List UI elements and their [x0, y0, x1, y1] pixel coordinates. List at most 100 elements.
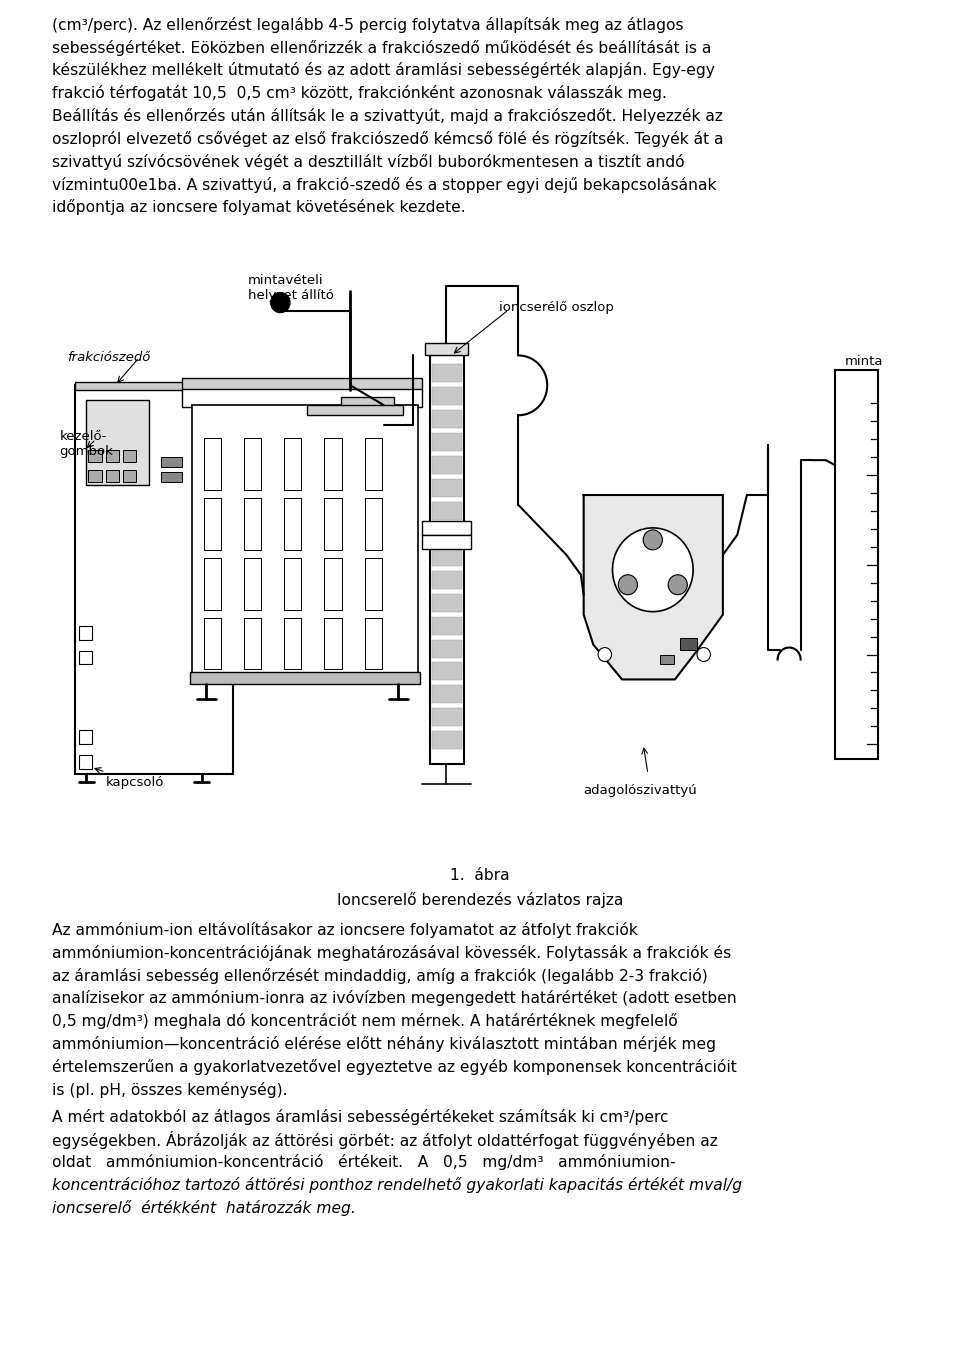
Bar [192, 405, 418, 680]
Bar [106, 470, 119, 482]
Text: Az ammónium-ion eltávolításakor az ioncsere folyamatot az átfolyt frakciók: Az ammónium-ion eltávolításakor az ioncs… [52, 922, 637, 938]
Text: koncentrációhoz tartozó áttörési ponthoz rendelhető gyakorlati kapacitás értékét: koncentrációhoz tartozó áttörési ponthoz… [52, 1176, 742, 1193]
Bar [182, 378, 422, 390]
Bar [106, 450, 119, 462]
Bar [244, 439, 261, 490]
Bar [284, 618, 301, 669]
Bar [123, 450, 136, 462]
Bar [79, 755, 92, 769]
Text: az áramlási sebesség ellenőrzését mindaddig, amíg a frakciók (legalább 2-3 frakc: az áramlási sebesség ellenőrzését mindad… [52, 968, 708, 984]
Circle shape [618, 575, 637, 595]
Text: 1.  ábra: 1. ábra [450, 868, 510, 883]
Text: Ioncserelő berendezés vázlatos rajza: Ioncserelő berendezés vázlatos rajza [337, 892, 623, 909]
Text: értelemszerűen a gyakorlatvezetővel egyeztetve az egyéb komponensek koncentráció: értelemszerűen a gyakorlatvezetővel egye… [52, 1059, 736, 1075]
Text: oszlopról elvezető csővéget az első frakciószedő kémcső fölé és rögzítsék. Tegyé: oszlopról elvezető csővéget az első frak… [52, 131, 723, 147]
Text: analízisekor az ammónium-ionra az ivóvízben megengedett határértéket (adott eset: analízisekor az ammónium-ionra az ivóvíz… [52, 991, 736, 1007]
Text: egységekben. Ábrázolják az áttörési görbét: az átfolyt oldattérfogat függvényébe: egységekben. Ábrázolják az áttörési görb… [52, 1132, 717, 1149]
Text: 0,5 mg/dm³) meghala dó koncentrációt nem mérnek. A határértéknek megfelelő: 0,5 mg/dm³) meghala dó koncentrációt nem… [52, 1014, 678, 1030]
Bar [432, 616, 462, 634]
Bar [425, 343, 468, 355]
Text: Beállítás és ellenőrzés után állítsák le a szivattyút, majd a frakciószedőt. He: Beállítás és ellenőrzés után állítsák le… [52, 108, 723, 124]
Text: vízmintu00e1ba. A szivattyú, a frakció-szedő és a stopper egyi dejű bekapcsolás: vízmintu00e1ba. A szivattyú, a frakció-… [52, 176, 716, 192]
Bar [161, 472, 182, 482]
Circle shape [271, 292, 290, 312]
Text: ioncserélő oszlop: ioncserélő oszlop [499, 300, 614, 314]
Circle shape [668, 575, 687, 595]
Bar [204, 557, 221, 610]
Bar [161, 458, 182, 467]
Bar [835, 370, 878, 759]
Bar [432, 594, 462, 611]
Bar [432, 411, 462, 428]
Bar [432, 639, 462, 657]
Bar [244, 618, 261, 669]
Bar [324, 498, 342, 551]
Bar [432, 502, 462, 520]
Bar [284, 498, 301, 551]
Bar [432, 731, 462, 750]
Circle shape [612, 528, 693, 611]
Text: helyzet állító: helyzet állító [248, 288, 333, 302]
Text: gombok: gombok [60, 446, 113, 458]
Text: adagolószivattyú: adagolószivattyú [584, 785, 697, 797]
Bar [365, 439, 382, 490]
Bar [284, 557, 301, 610]
Bar [79, 731, 92, 744]
Circle shape [697, 647, 710, 661]
Bar [244, 557, 261, 610]
Bar [75, 382, 233, 390]
Text: A mért adatokból az átlagos áramlási sebességértékeket számítsák ki cm³/perc: A mért adatokból az átlagos áramlási seb… [52, 1109, 668, 1124]
Bar [182, 389, 422, 408]
Bar [123, 470, 136, 482]
Bar [75, 385, 233, 774]
Text: minta: minta [845, 355, 883, 369]
Bar [432, 708, 462, 727]
Bar [204, 618, 221, 669]
Bar [204, 439, 221, 490]
Text: ioncserelő  értékként  határozzák meg.: ioncserelő értékként határozzák meg. [52, 1199, 355, 1215]
Polygon shape [584, 495, 723, 680]
Text: frakció térfogatát 10,5  0,5 cm³ között, frakciónként azonosnak válasszák meg.: frakció térfogatát 10,5 0,5 cm³ között, … [52, 85, 666, 101]
Text: oldat   ammóniumion-koncentráció   értékeit.   A   0,5   mg/dm³   ammóniumion-: oldat ammóniumion-koncentráció értékeit.… [52, 1155, 676, 1170]
Bar [79, 626, 92, 639]
Bar [190, 673, 420, 684]
Bar [430, 355, 464, 765]
Bar [432, 662, 462, 681]
Bar [422, 534, 471, 549]
Circle shape [598, 647, 612, 661]
Bar [324, 439, 342, 490]
Bar [365, 557, 382, 610]
Text: is (pl. pH, összes keménység).: is (pl. pH, összes keménység). [52, 1082, 287, 1098]
Bar [88, 450, 102, 462]
Bar [244, 498, 261, 551]
Bar [79, 650, 92, 665]
Text: időpontja az ioncsere folyamat követésének kezdete.: időpontja az ioncsere folyamat követésén… [52, 199, 466, 215]
Bar [365, 498, 382, 551]
Bar [422, 521, 471, 534]
Bar [307, 405, 403, 416]
Bar [660, 654, 674, 665]
Bar [432, 525, 462, 542]
Text: ammóniumion—koncentráció elérése előtt néhány kiválasztott mintában mérjék meg: ammóniumion—koncentráció elérése előtt n… [52, 1036, 716, 1053]
Bar [680, 638, 697, 650]
Bar [432, 433, 462, 451]
Bar [204, 498, 221, 551]
Bar [432, 571, 462, 588]
Text: kapcsoló: kapcsoló [106, 777, 164, 789]
Text: szivattyú szívócsövének végét a desztillált vízből buborókmentesen a tisztít a: szivattyú szívócsövének végét a desztil… [52, 153, 684, 170]
Bar [365, 618, 382, 669]
Bar [432, 388, 462, 405]
Text: frakciószedő: frakciószedő [67, 351, 151, 365]
Circle shape [643, 530, 662, 551]
Bar [88, 470, 102, 482]
Bar [432, 685, 462, 704]
Bar [432, 456, 462, 474]
Bar [837, 557, 876, 758]
Text: (cm³/perc). Az ellenőrzést legalább 4-5 percig folytatva állapítsák meg az átlag: (cm³/perc). Az ellenőrzést legalább 4-5 … [52, 17, 684, 32]
Bar [432, 365, 462, 382]
Bar [324, 618, 342, 669]
Bar [341, 397, 394, 412]
Bar [432, 479, 462, 497]
Text: ammóniumion-koncentrációjának meghatározásával kövessék. Folytassák a frakciók é: ammóniumion-koncentrációjának meghatároz… [52, 945, 732, 961]
Bar [284, 439, 301, 490]
